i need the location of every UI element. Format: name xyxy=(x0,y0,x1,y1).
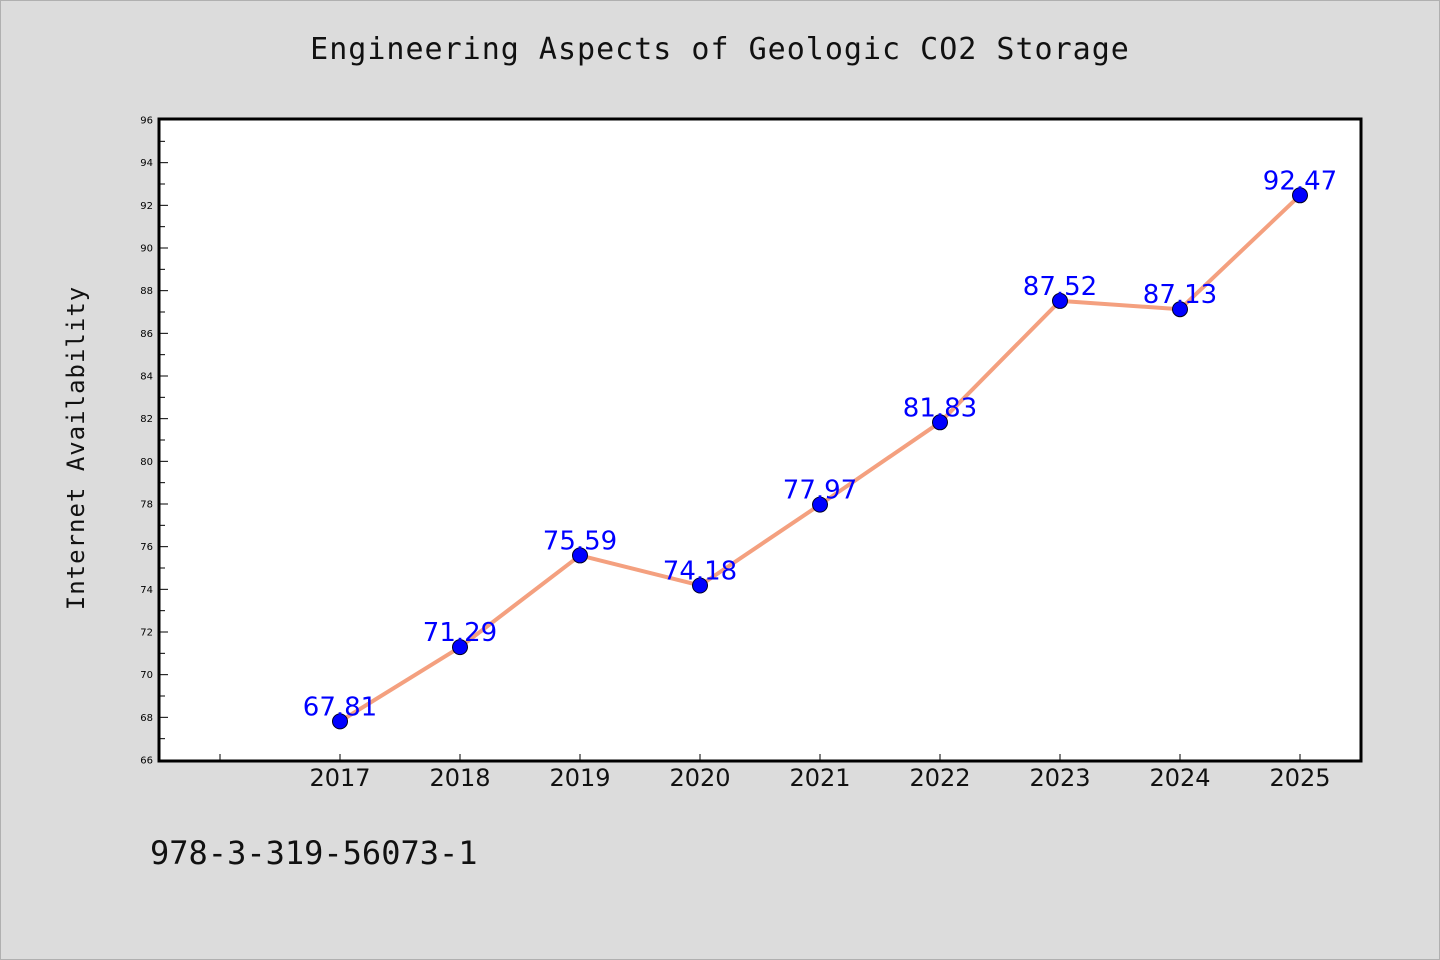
data-point xyxy=(1172,301,1188,318)
data-point xyxy=(812,496,828,513)
data-point xyxy=(1292,187,1308,204)
x-tick-label: 2024 xyxy=(1149,764,1210,792)
y-tick-label: 74 xyxy=(140,585,153,596)
data-point xyxy=(332,713,348,730)
data-label: 92.47 xyxy=(1263,166,1337,196)
y-tick-label: 70 xyxy=(140,670,153,681)
x-tick-label: 2019 xyxy=(549,764,610,792)
y-tick-label: 84 xyxy=(140,372,153,383)
data-label: 75.59 xyxy=(543,526,617,556)
y-tick-label: 86 xyxy=(140,329,153,340)
x-tick-label: 2017 xyxy=(309,764,370,792)
data-label: 77.97 xyxy=(783,476,857,506)
data-point xyxy=(452,639,468,656)
data-label: 87.13 xyxy=(1143,280,1217,310)
x-axis: 2017 2018 2019 2020 2021 2022 2023 2024 2025 xyxy=(219,754,1331,792)
y-tick-label: 68 xyxy=(140,713,153,724)
plot-area xyxy=(157,117,1363,763)
data-label: 71.29 xyxy=(423,618,497,648)
y-tick-label: 66 xyxy=(140,756,153,767)
x-tick-label: 2020 xyxy=(669,764,730,792)
x-tick-label: 2025 xyxy=(1269,764,1330,792)
data-point xyxy=(1052,292,1068,309)
data-label: 74.18 xyxy=(663,556,737,586)
x-tick-label: 2023 xyxy=(1029,764,1090,792)
y-tick-label: 90 xyxy=(140,244,153,255)
y-axis: 66 68 70 72 74 76 78 80 82 84 86 88 90 92 94 96 xyxy=(140,116,168,767)
data-point xyxy=(932,414,948,431)
footnote-isbn: 978-3-319-56073-1 xyxy=(150,834,478,872)
y-tick-label: 78 xyxy=(140,500,153,511)
data-point xyxy=(692,577,708,594)
y-tick-label: 96 xyxy=(140,116,153,127)
x-tick-label: 2018 xyxy=(429,764,490,792)
data-label: 81.83 xyxy=(903,393,977,423)
y-tick-label: 92 xyxy=(140,201,153,212)
y-tick-label: 80 xyxy=(140,457,153,468)
y-tick-label: 72 xyxy=(140,628,153,639)
y-tick-label: 88 xyxy=(140,286,153,297)
data-points xyxy=(332,187,1308,730)
data-label: 87.52 xyxy=(1023,272,1097,302)
x-tick-label: 2022 xyxy=(909,764,970,792)
data-point xyxy=(572,547,588,564)
chart-title: Engineering Aspects of Geologic CO2 Stor… xyxy=(310,32,1130,67)
x-tick-label: 2021 xyxy=(789,764,850,792)
y-tick-label: 82 xyxy=(140,414,153,425)
y-tick-label: 94 xyxy=(140,158,153,169)
data-label: 67.81 xyxy=(303,692,377,722)
data-labels: 67.81 71.29 75.59 74.18 77.97 81.83 87.52 87.13… xyxy=(303,166,1337,722)
y-tick-label: 76 xyxy=(140,542,153,553)
